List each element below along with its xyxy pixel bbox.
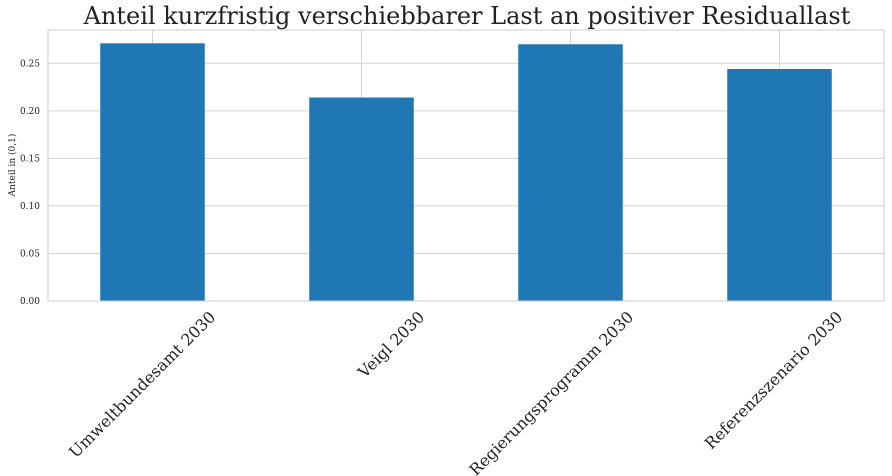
y-tick-label: 0.10 <box>20 202 40 212</box>
y-tick-labels: 0.00 0.05 0.10 0.15 0.20 0.25 <box>20 59 40 307</box>
x-tick-label: Umweltbundesamt 2030 <box>65 307 219 461</box>
y-tick-label: 0.25 <box>20 59 40 69</box>
y-tick-label: 0.00 <box>20 297 40 307</box>
bar <box>100 43 205 301</box>
chart-title: Anteil kurzfristig verschiebbarer Last a… <box>83 2 851 30</box>
x-tick-label: Regierungsprogramm 2030 <box>465 307 637 476</box>
y-tick-label: 0.20 <box>20 107 40 117</box>
bar <box>309 97 414 301</box>
bar <box>727 68 832 301</box>
plot-frame <box>47 29 885 302</box>
y-tick-label: 0.15 <box>20 154 40 164</box>
bars <box>100 43 832 302</box>
y-axis-label: Anteil in (0,1) <box>7 134 18 198</box>
bar <box>518 44 623 302</box>
x-tick-label: Referenzszenario 2030 <box>701 307 847 453</box>
x-tick-labels: Umweltbundesamt 2030 Veigl 2030 Regierungs… <box>65 307 846 476</box>
x-tick-label: Veigl 2030 <box>353 307 428 382</box>
y-tick-label: 0.05 <box>20 249 40 259</box>
